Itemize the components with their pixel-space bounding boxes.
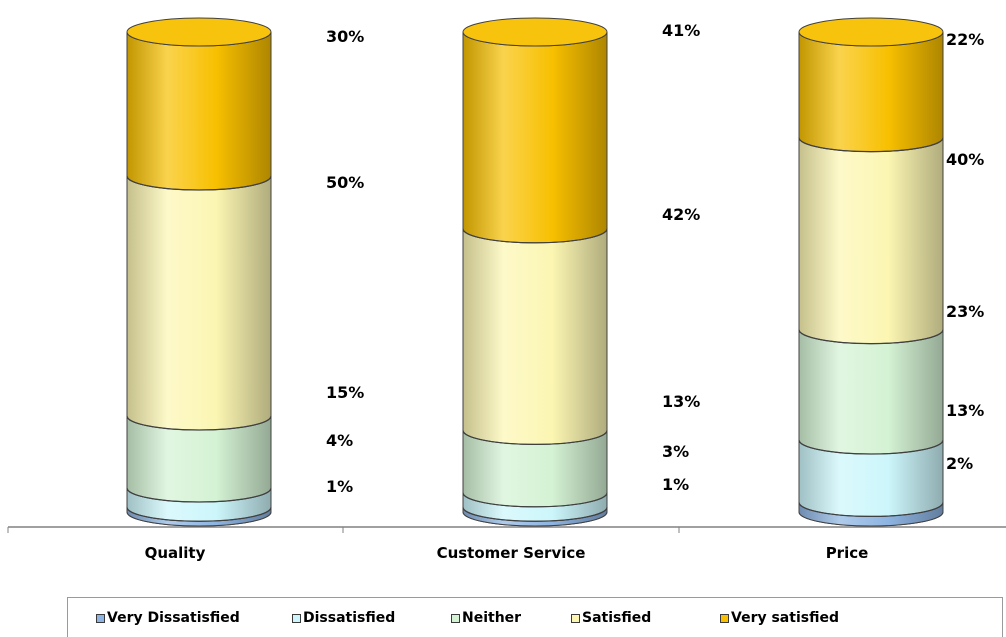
segment-very-satisfied <box>798 31 944 153</box>
legend-swatch-icon <box>451 613 460 623</box>
category-label: Price <box>826 544 869 562</box>
legend-label: Very Dissatisfied <box>107 610 240 626</box>
segment-very-satisfied <box>462 31 608 244</box>
segment-boundary <box>462 492 608 508</box>
legend-swatch-icon <box>292 613 301 623</box>
data-label: 13% <box>946 401 984 420</box>
legend-label: Very satisfied <box>731 610 839 626</box>
segment-satisfied <box>126 175 272 431</box>
segment-boundary <box>126 415 272 431</box>
data-label: 4% <box>326 431 353 450</box>
segment-boundary <box>126 507 272 522</box>
data-label: 1% <box>326 477 353 496</box>
data-label: 30% <box>326 27 364 46</box>
segment-boundary <box>126 487 272 503</box>
data-label: 1% <box>662 475 689 494</box>
cylinder-top-cap <box>798 17 944 47</box>
data-label: 41% <box>662 21 700 40</box>
legend: Very Dissatisfied Dissatisfied Neither S… <box>67 597 1003 637</box>
segment-satisfied <box>798 137 944 345</box>
cylinder-top-cap <box>126 17 272 47</box>
segment-boundary <box>462 228 608 244</box>
legend-item-satisfied: Satisfied <box>571 610 651 626</box>
segment-boundary <box>126 175 272 191</box>
legend-label: Satisfied <box>582 610 652 626</box>
legend-item-dissatisfied: Dissatisfied <box>292 610 395 626</box>
legend-label: Neither <box>462 610 522 626</box>
cylinder-price <box>798 17 944 527</box>
data-label: 42% <box>662 205 700 224</box>
data-label: 22% <box>946 30 984 49</box>
legend-swatch-icon <box>571 613 580 623</box>
data-label: 3% <box>662 442 689 461</box>
segment-boundary <box>462 430 608 445</box>
segment-boundary <box>798 137 944 153</box>
cylinder-top-cap <box>462 17 608 47</box>
cylinder-customer-service <box>462 17 608 527</box>
stacked-cylinder-chart: 1% 4% 15% 50% 30% Quality 1% 3% 13% 42% 41% Custome… <box>7 17 1006 562</box>
data-label: 40% <box>946 150 984 169</box>
legend-item-very-dissatisfied: Very Dissatisfied <box>96 610 240 626</box>
cylinder-quality <box>126 17 272 527</box>
legend-swatch-icon <box>96 613 105 623</box>
segment-boundary <box>798 439 944 455</box>
category-label: Quality <box>145 544 206 562</box>
segment-boundary <box>462 507 608 522</box>
data-label: 13% <box>662 392 700 411</box>
legend-item-very-satisfied: Very satisfied <box>720 610 839 626</box>
segment-very-satisfied <box>126 31 272 191</box>
category-label: Customer Service <box>437 544 586 562</box>
data-label: 15% <box>326 383 364 402</box>
segment-boundary <box>798 502 944 517</box>
segment-satisfied <box>462 228 608 445</box>
legend-label: Dissatisfied <box>303 610 396 626</box>
segment-boundary <box>798 329 944 345</box>
data-label: 50% <box>326 173 364 192</box>
legend-item-neither: Neither <box>451 610 521 626</box>
legend-swatch-icon <box>720 613 729 623</box>
segment-neither <box>798 329 944 455</box>
data-label: 2% <box>946 454 973 473</box>
data-label: 23% <box>946 302 984 321</box>
